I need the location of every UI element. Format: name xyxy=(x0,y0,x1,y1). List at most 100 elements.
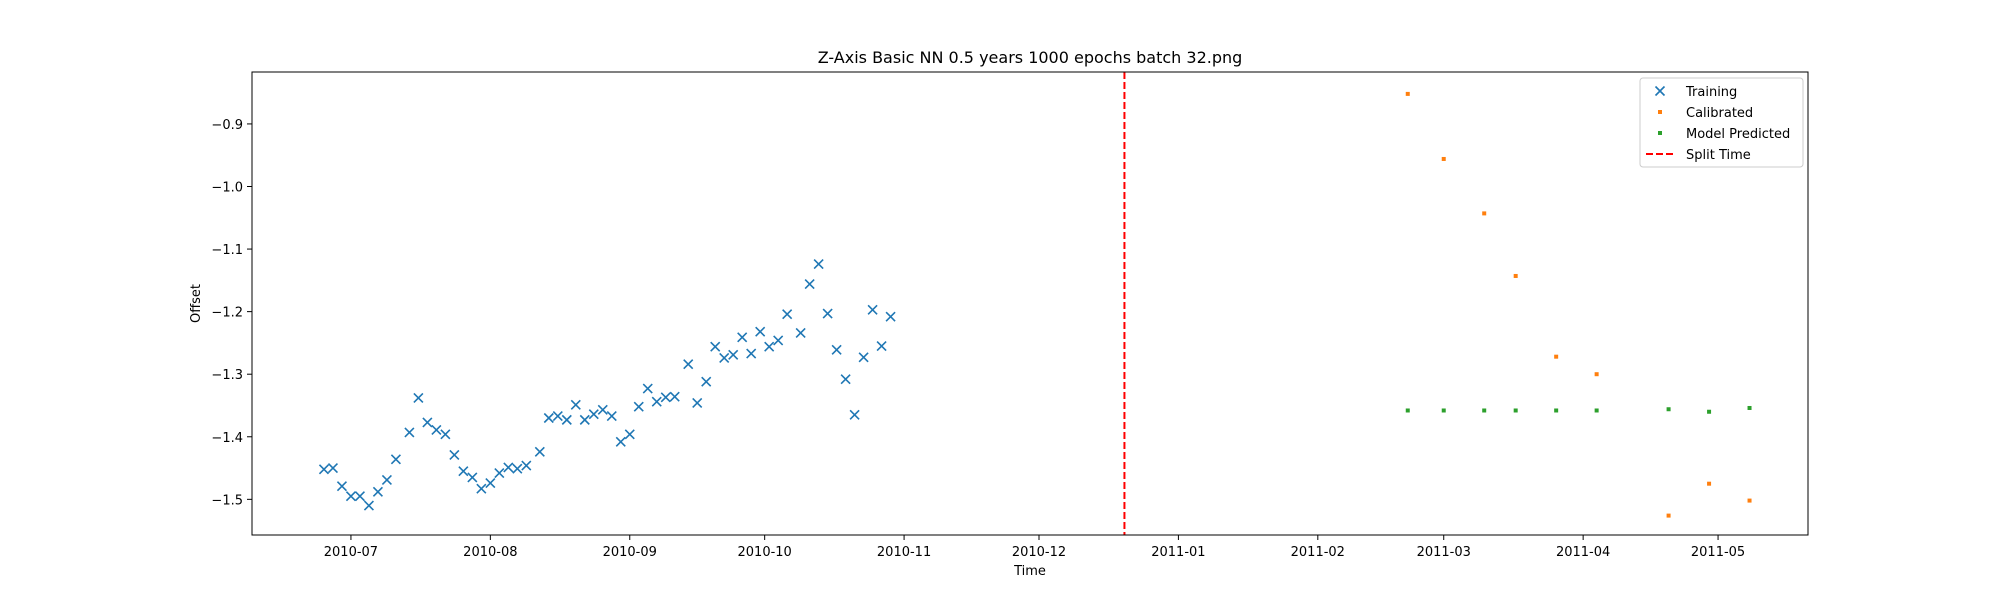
data-point xyxy=(1513,273,1518,278)
data-point xyxy=(633,401,644,412)
data-point xyxy=(1482,408,1487,413)
x-axis-title: Time xyxy=(1013,564,1046,579)
x-axis: 2010-07 2010-08 2010-09 2010-10 2010-11 2010-… xyxy=(324,535,1745,560)
data-point xyxy=(701,376,712,387)
data-point xyxy=(1707,409,1712,414)
legend-swatch xyxy=(1654,85,1666,97)
data-point xyxy=(795,327,806,338)
x-tick-label: 2011-02 xyxy=(1291,545,1345,560)
series-model-predicted xyxy=(1405,405,1752,414)
data-point xyxy=(606,411,617,422)
data-point xyxy=(1594,408,1599,413)
legend-item: Split Time xyxy=(1646,148,1751,163)
data-point xyxy=(552,411,563,422)
series-layer xyxy=(318,91,1752,518)
data-point xyxy=(363,500,374,511)
y-tick-label: −1.3 xyxy=(211,368,243,383)
data-point xyxy=(440,429,451,440)
y-tick-label: −0.9 xyxy=(211,118,243,133)
y-tick-label: −1.4 xyxy=(211,431,243,446)
y-tick-label: −1.2 xyxy=(211,306,243,321)
data-point xyxy=(1441,408,1446,413)
data-point xyxy=(494,467,505,479)
data-point xyxy=(1666,407,1671,412)
data-point xyxy=(1482,211,1487,216)
legend-label: Calibrated xyxy=(1686,106,1753,121)
data-point xyxy=(885,311,896,322)
data-point xyxy=(503,462,514,473)
legend-label: Model Predicted xyxy=(1686,127,1790,142)
data-point xyxy=(858,352,869,363)
legend-label: Training xyxy=(1685,85,1737,100)
series-calibrated xyxy=(1405,91,1752,518)
y-tick-label: −1.1 xyxy=(211,243,243,258)
data-point xyxy=(755,326,766,337)
data-point xyxy=(579,414,590,425)
data-point xyxy=(458,466,469,477)
data-point xyxy=(1513,408,1518,413)
chart-title: Z-Axis Basic NN 0.5 years 1000 epochs ba… xyxy=(818,48,1243,67)
data-point xyxy=(822,308,833,319)
data-point xyxy=(746,348,757,359)
x-tick-label: 2010-10 xyxy=(738,545,792,560)
data-point xyxy=(728,349,739,360)
data-point xyxy=(381,474,392,486)
legend-box xyxy=(1639,77,1804,168)
data-point xyxy=(651,396,662,407)
data-point xyxy=(813,259,824,270)
data-point xyxy=(1594,372,1599,377)
data-point xyxy=(336,481,348,492)
x-tick-label: 2011-04 xyxy=(1556,545,1610,560)
data-point xyxy=(476,483,487,494)
x-tick-label: 2010-08 xyxy=(463,545,517,560)
data-point xyxy=(660,392,671,403)
data-point xyxy=(1666,513,1671,518)
data-point xyxy=(1747,405,1752,410)
data-point xyxy=(737,332,748,343)
data-point xyxy=(876,340,887,352)
data-point xyxy=(773,335,784,346)
data-point xyxy=(669,391,680,402)
plot-frame xyxy=(251,71,1809,536)
data-point xyxy=(1554,408,1559,413)
data-point xyxy=(782,309,793,320)
x-tick-label: 2010-11 xyxy=(877,545,931,560)
data-point xyxy=(327,462,339,474)
data-point xyxy=(588,409,599,420)
legend-item: Calibrated xyxy=(1658,106,1753,121)
data-point xyxy=(867,304,878,315)
x-tick-label: 2011-03 xyxy=(1417,545,1471,560)
data-point xyxy=(831,344,842,355)
x-tick-label: 2010-09 xyxy=(603,545,657,560)
data-point xyxy=(710,341,721,352)
data-point xyxy=(354,491,365,502)
y-axis-title: Offset xyxy=(189,284,204,323)
data-point xyxy=(449,449,460,460)
data-point xyxy=(692,397,703,409)
y-axis: −1.5 −1.4 −1.3 −1.2 −1.1 −1.0 −0.9 xyxy=(211,118,252,508)
data-point xyxy=(642,383,653,394)
data-point xyxy=(624,429,635,440)
data-point xyxy=(485,478,496,489)
legend-swatch xyxy=(1658,110,1662,114)
data-point xyxy=(1405,91,1410,96)
data-point xyxy=(413,392,424,404)
data-point xyxy=(467,472,478,483)
data-point xyxy=(719,352,730,363)
data-point xyxy=(534,446,545,457)
x-tick-label: 2010-12 xyxy=(1012,545,1066,560)
legend: Training Calibrated Model Predicted Split T… xyxy=(1639,77,1804,168)
x-tick-label: 2011-05 xyxy=(1691,545,1745,560)
data-point xyxy=(1707,481,1712,486)
data-point xyxy=(1441,156,1446,161)
data-point xyxy=(372,486,383,497)
x-tick-label: 2011-01 xyxy=(1151,545,1205,560)
data-point xyxy=(431,424,442,435)
data-point xyxy=(849,409,860,420)
data-point xyxy=(615,436,626,447)
data-point xyxy=(1554,354,1559,359)
data-point xyxy=(683,359,694,370)
legend-item: Model Predicted xyxy=(1658,127,1790,142)
data-point xyxy=(840,374,851,385)
data-point xyxy=(1405,408,1410,413)
